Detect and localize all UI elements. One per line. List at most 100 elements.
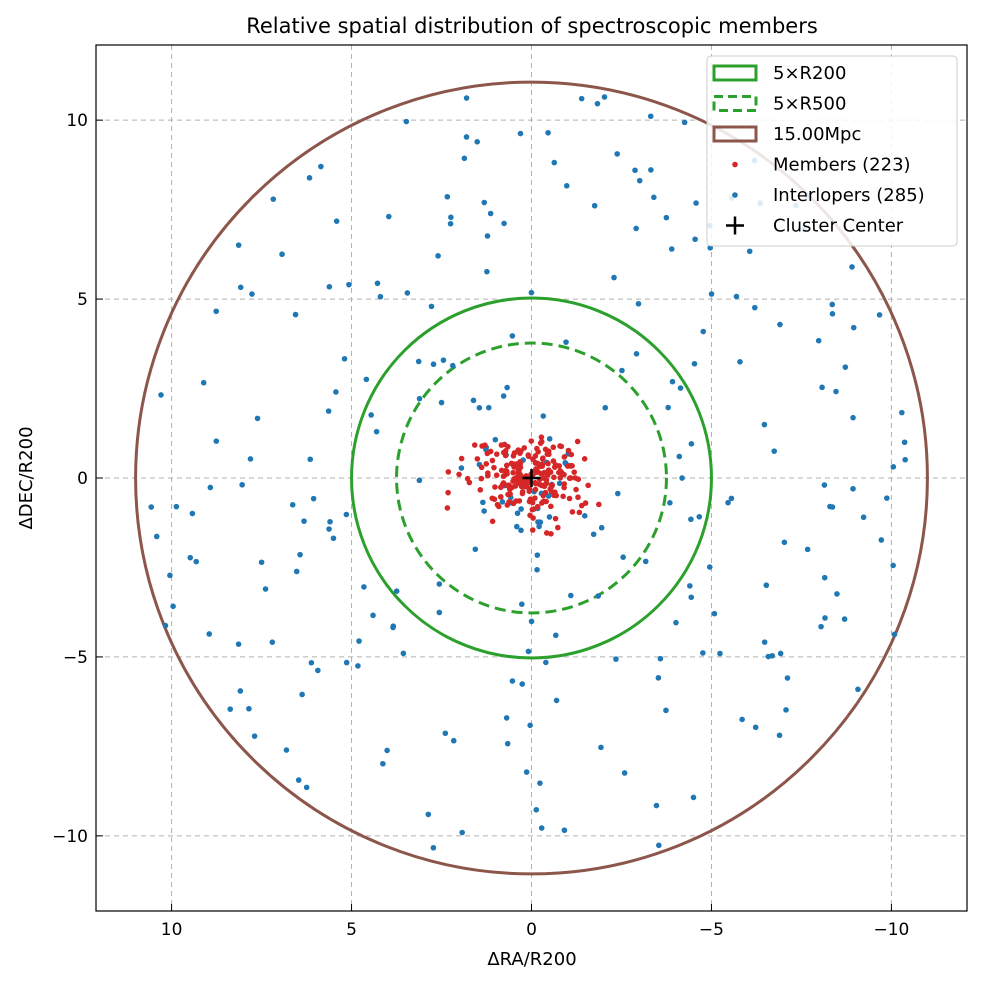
member-point — [445, 469, 452, 475]
interloper-point — [318, 163, 324, 170]
interloper-point — [519, 601, 525, 607]
member-point — [540, 492, 547, 499]
interloper-point — [327, 518, 333, 525]
x-tick-label: −10 — [873, 920, 909, 940]
interloper-point — [227, 706, 234, 712]
interloper-point — [303, 784, 310, 791]
member-point — [517, 464, 524, 471]
interloper-point — [442, 730, 449, 737]
interloper-point — [440, 357, 447, 363]
interloper-point — [363, 376, 370, 383]
member-point — [532, 486, 539, 493]
member-point — [521, 480, 528, 487]
interloper-point — [696, 513, 703, 520]
interloper-point — [677, 385, 684, 391]
member-point — [526, 498, 533, 505]
interloper-point — [598, 744, 604, 751]
member-point — [565, 447, 572, 454]
interloper-point — [700, 328, 707, 335]
interloper-point — [878, 537, 885, 543]
member-point — [539, 463, 546, 469]
interloper-point — [499, 499, 506, 505]
interloper-point — [681, 119, 688, 126]
interloper-point — [849, 264, 855, 270]
member-point — [557, 475, 564, 481]
interloper-point — [543, 659, 549, 666]
interloper-point — [325, 408, 332, 414]
interloper-point — [390, 623, 397, 629]
member-point — [548, 531, 554, 537]
interloper-point — [692, 236, 698, 243]
member-point — [540, 455, 546, 461]
interloper-point — [492, 436, 499, 443]
cluster-center-marker — [522, 469, 541, 487]
y-tick-label: −5 — [63, 648, 88, 668]
interloper-point — [667, 500, 673, 506]
interloper-point — [501, 220, 507, 227]
legend-box — [706, 55, 958, 247]
interloper-point — [594, 100, 601, 107]
legend-marker — [732, 161, 738, 168]
interloper-point — [393, 588, 400, 594]
interloper-point — [708, 291, 715, 297]
member-point — [503, 462, 510, 469]
interloper-point — [527, 722, 533, 729]
interloper-point — [777, 321, 783, 328]
interloper-point — [247, 456, 254, 462]
member-point — [521, 445, 528, 451]
member-point — [479, 443, 485, 449]
interloper-point — [472, 546, 479, 553]
interloper-point — [173, 503, 180, 510]
interloper-point — [480, 499, 486, 506]
interloper-point — [568, 592, 574, 599]
interloper-point — [476, 404, 483, 411]
member-point — [517, 471, 523, 478]
interloper-point — [739, 716, 745, 723]
y-tick-label: 5 — [77, 290, 88, 310]
x-tick-label: −5 — [699, 920, 724, 940]
interloper-point — [656, 842, 662, 849]
interloper-point — [249, 291, 255, 297]
member-point — [537, 440, 544, 446]
interloper-point — [374, 280, 381, 287]
interloper-point — [688, 441, 695, 447]
interloper-point — [503, 715, 510, 721]
member-point — [489, 518, 496, 525]
legend: 5×R200 5×R500 15.00Mpc Members (223) Interlo… — [706, 55, 958, 247]
member-point — [535, 448, 541, 455]
member-point — [541, 469, 548, 476]
interloper-point — [293, 568, 300, 575]
interloper-point — [829, 301, 836, 308]
interloper-point — [725, 499, 731, 506]
legend-swatch — [712, 64, 758, 82]
interloper-point — [450, 737, 457, 744]
interloper-point — [601, 94, 608, 100]
interloper-point — [578, 95, 585, 102]
member-point — [478, 464, 485, 471]
interloper-point — [632, 167, 638, 174]
x-tick-label: 0 — [526, 920, 537, 940]
interloper-point — [504, 740, 511, 747]
member-point — [485, 472, 491, 479]
interloper-point — [239, 481, 245, 488]
interloper-point — [765, 653, 772, 660]
member-point — [556, 469, 562, 476]
interloper-point — [533, 807, 540, 813]
interloper-point — [167, 572, 173, 579]
interloper-point — [189, 510, 196, 517]
interloper-point — [425, 811, 432, 818]
legend-label: Interlopers (285) — [773, 185, 925, 206]
interloper-point — [386, 213, 392, 220]
interloper-point — [679, 475, 685, 481]
interloper-point — [262, 586, 269, 592]
interloper-point — [193, 558, 200, 565]
interloper-point — [691, 360, 698, 367]
interloper-point — [818, 623, 824, 630]
interloper-point — [235, 242, 242, 248]
interloper-point — [598, 524, 605, 531]
member-point — [546, 451, 552, 458]
legend-label: Members (223) — [773, 155, 911, 176]
interloper-point — [850, 324, 857, 331]
interloper-point — [613, 656, 619, 662]
interloper-point — [301, 518, 307, 524]
